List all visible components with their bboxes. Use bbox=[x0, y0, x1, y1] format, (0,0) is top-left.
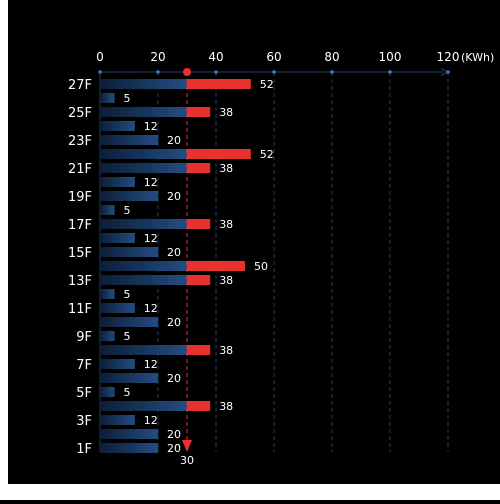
bar-segment-normal bbox=[100, 261, 187, 271]
bar-value-label: 5 bbox=[124, 330, 131, 343]
bar-segment-over bbox=[187, 345, 211, 355]
bar bbox=[100, 443, 158, 453]
bar-value-label: 52 bbox=[260, 148, 274, 161]
bar-segment-over bbox=[187, 149, 251, 159]
x-tick-label: 80 bbox=[324, 50, 339, 64]
threshold-arrow bbox=[182, 440, 192, 452]
bar bbox=[100, 177, 135, 187]
bar bbox=[100, 289, 115, 299]
bar bbox=[100, 331, 115, 341]
bar-value-label: 38 bbox=[219, 106, 233, 119]
bar-segment-over bbox=[187, 401, 211, 411]
y-category-label: 1F bbox=[76, 442, 92, 457]
bar-value-label: 12 bbox=[144, 120, 158, 133]
bar bbox=[100, 233, 135, 243]
bar bbox=[100, 415, 135, 425]
x-tick-label: 60 bbox=[266, 50, 281, 64]
bottom-border bbox=[0, 484, 500, 500]
bar bbox=[100, 247, 158, 257]
bar-segment-normal bbox=[100, 79, 187, 89]
x-unit-label: (KWh) bbox=[461, 51, 494, 64]
x-tick-dot bbox=[98, 70, 102, 74]
x-tick-dot bbox=[446, 70, 450, 74]
y-category-label: 21F bbox=[68, 162, 92, 177]
bar-value-label: 12 bbox=[144, 176, 158, 189]
y-category-label: 17F bbox=[68, 218, 92, 233]
y-category-label: 15F bbox=[68, 246, 92, 261]
bar-value-label: 20 bbox=[167, 316, 181, 329]
y-category-label: 3F bbox=[76, 414, 92, 429]
bar-value-label: 38 bbox=[219, 274, 233, 287]
x-tick-dot bbox=[214, 70, 218, 74]
x-tick-label: 40 bbox=[208, 50, 223, 64]
bar bbox=[100, 373, 158, 383]
bar bbox=[100, 303, 135, 313]
bar-segment-over bbox=[187, 163, 211, 173]
y-category-label: 9F bbox=[76, 330, 92, 345]
y-category-label: 11F bbox=[68, 302, 92, 317]
y-category-label: 23F bbox=[68, 134, 92, 149]
bar-value-label: 12 bbox=[144, 302, 158, 315]
bar-segment-over bbox=[187, 261, 245, 271]
y-category-label: 27F bbox=[68, 78, 92, 93]
bar-segment-normal bbox=[100, 163, 187, 173]
bar-value-label: 52 bbox=[260, 78, 274, 91]
bar-value-label: 20 bbox=[167, 190, 181, 203]
bar-value-label: 38 bbox=[219, 344, 233, 357]
bar bbox=[100, 429, 158, 439]
left-border bbox=[0, 0, 8, 500]
bar-value-label: 38 bbox=[219, 218, 233, 231]
bar-value-label: 5 bbox=[124, 92, 131, 105]
y-category-label: 7F bbox=[76, 358, 92, 373]
bar bbox=[100, 191, 158, 201]
y-category-label: 13F bbox=[68, 274, 92, 289]
bar-value-label: 20 bbox=[167, 428, 181, 441]
bar-value-label: 20 bbox=[167, 134, 181, 147]
x-tick-dot bbox=[330, 70, 334, 74]
bar-value-label: 20 bbox=[167, 246, 181, 259]
bar-value-label: 5 bbox=[124, 386, 131, 399]
bar bbox=[100, 121, 135, 131]
bar-segment-normal bbox=[100, 219, 187, 229]
x-tick-label: 20 bbox=[150, 50, 165, 64]
bar bbox=[100, 317, 158, 327]
threshold-label: 30 bbox=[180, 454, 194, 467]
bar-value-label: 38 bbox=[219, 400, 233, 413]
bar-value-label: 20 bbox=[167, 372, 181, 385]
bar bbox=[100, 359, 135, 369]
bar-value-label: 20 bbox=[167, 442, 181, 455]
bar-segment-normal bbox=[100, 345, 187, 355]
bar-value-label: 12 bbox=[144, 358, 158, 371]
bar bbox=[100, 93, 115, 103]
x-tick-dot bbox=[156, 70, 160, 74]
bar-segment-normal bbox=[100, 149, 187, 159]
bar-value-label: 38 bbox=[219, 162, 233, 175]
bar-value-label: 5 bbox=[124, 288, 131, 301]
x-tick-dot bbox=[272, 70, 276, 74]
bar-segment-over bbox=[187, 275, 211, 285]
bar-value-label: 5 bbox=[124, 204, 131, 217]
bar-segment-over bbox=[187, 219, 211, 229]
bar bbox=[100, 387, 115, 397]
y-category-label: 19F bbox=[68, 190, 92, 205]
bar-segment-normal bbox=[100, 107, 187, 117]
y-category-label: 25F bbox=[68, 106, 92, 121]
bar-value-label: 12 bbox=[144, 414, 158, 427]
x-tick-dot bbox=[388, 70, 392, 74]
x-tick-label: 120 bbox=[437, 50, 460, 64]
x-tick-label: 100 bbox=[379, 50, 402, 64]
bar bbox=[100, 205, 115, 215]
threshold-dot bbox=[183, 68, 191, 76]
bar-value-label: 12 bbox=[144, 232, 158, 245]
bar-segment-normal bbox=[100, 401, 187, 411]
bar-segment-over bbox=[187, 79, 251, 89]
y-category-label: 5F bbox=[76, 386, 92, 401]
bar bbox=[100, 135, 158, 145]
bar-value-label: 50 bbox=[254, 260, 268, 273]
bar-segment-over bbox=[187, 107, 211, 117]
x-tick-label: 0 bbox=[96, 50, 104, 64]
bar-segment-normal bbox=[100, 275, 187, 285]
